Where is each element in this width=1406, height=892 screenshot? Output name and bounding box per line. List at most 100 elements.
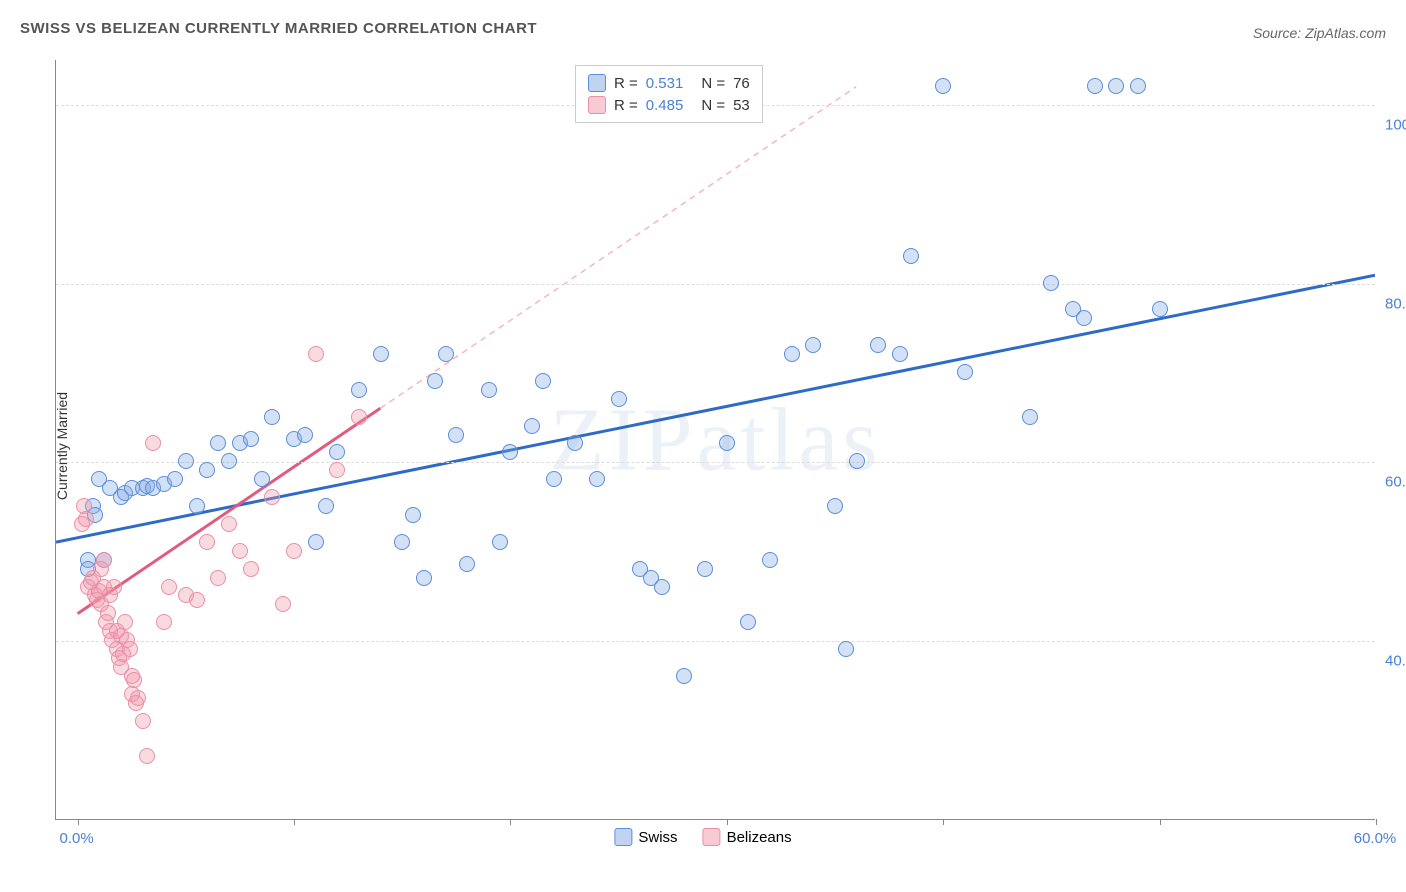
belizean-marker [351,409,367,425]
y-tick-label: 100.0% [1385,116,1406,133]
swiss-marker [903,248,919,264]
belizean-marker [106,579,122,595]
swiss-marker [199,462,215,478]
swiss-marker [676,668,692,684]
swiss-marker [1130,78,1146,94]
swiss-marker [838,641,854,657]
swiss-marker [308,534,324,550]
swiss-marker [1108,78,1124,94]
swiss-marker [481,382,497,398]
swiss-marker [1043,275,1059,291]
x-tick-label: 60.0% [1354,830,1397,847]
belizean-marker [130,690,146,706]
swiss-marker [178,453,194,469]
y-tick-label: 40.0% [1385,653,1406,670]
swiss-marker [448,427,464,443]
swiss-marker [567,435,583,451]
swiss-marker [546,471,562,487]
swiss-marker [524,418,540,434]
legend-label: Swiss [638,829,677,846]
swiss-marker [805,337,821,353]
x-tick [727,819,728,825]
belizean-marker [161,579,177,595]
swiss-marker [264,409,280,425]
swiss-marker [459,556,475,572]
swiss-marker [697,561,713,577]
trendline [380,87,856,408]
swiss-marker [438,346,454,362]
swiss-marker [492,534,508,550]
x-tick [294,819,295,825]
swiss-marker [654,579,670,595]
belizean-marker [117,614,133,630]
chart-container: SWISS VS BELIZEAN CURRENTLY MARRIED CORR… [0,0,1406,892]
plot-area: ZIPatlas 40.0%60.0%80.0%100.0% [55,60,1375,820]
series-legend: Swiss Belizeans [614,828,791,846]
belizean-marker [275,596,291,612]
belizean-marker [308,346,324,362]
belizean-marker [156,614,172,630]
x-tick [943,819,944,825]
belizean-marker [210,570,226,586]
swiss-marker [243,431,259,447]
trendline [56,275,1375,542]
belizean-marker [286,543,302,559]
swiss-marker [351,382,367,398]
swiss-marker [589,471,605,487]
swiss-marker [1022,409,1038,425]
swiss-marker [394,534,410,550]
trendline [78,408,381,613]
n-value: 76 [733,75,750,92]
x-tick [78,819,79,825]
n-label: N = [701,75,725,92]
belizean-marker [139,748,155,764]
swiss-marker [254,471,270,487]
y-tick-label: 60.0% [1385,474,1406,491]
swiss-marker [405,507,421,523]
swiss-marker [416,570,432,586]
swiss-marker [167,471,183,487]
gridline [56,641,1375,642]
swiss-marker [892,346,908,362]
belizean-marker [243,561,259,577]
belizean-marker [221,516,237,532]
belizean-marker [135,713,151,729]
chart-title: SWISS VS BELIZEAN CURRENTLY MARRIED CORR… [20,20,537,37]
swiss-marker [1152,301,1168,317]
r-label: R = [614,75,638,92]
swiss-marker [762,552,778,568]
swiss-swatch-icon [588,74,606,92]
belizean-marker [232,543,248,559]
r-label: R = [614,97,638,114]
belizean-marker [122,641,138,657]
x-tick-label: 0.0% [60,830,94,847]
r-value: 0.531 [646,75,684,92]
swiss-marker [611,391,627,407]
x-tick [1376,819,1377,825]
belizean-marker [329,462,345,478]
swiss-marker [784,346,800,362]
swiss-marker [870,337,886,353]
r-value: 0.485 [646,97,684,114]
belizean-swatch-icon [703,828,721,846]
legend-label: Belizeans [727,829,792,846]
belizean-swatch-icon [588,96,606,114]
belizean-marker [78,511,94,527]
swiss-marker [740,614,756,630]
belizean-marker [96,552,112,568]
swiss-marker [373,346,389,362]
x-tick [1160,819,1161,825]
legend-item-belizean: Belizeans [703,828,792,846]
swiss-marker [1076,310,1092,326]
n-value: 53 [733,97,750,114]
belizean-marker [100,605,116,621]
belizean-marker [199,534,215,550]
stats-row-belizean: R =0.485N =53 [588,94,750,116]
belizean-marker [264,489,280,505]
y-tick-label: 80.0% [1385,295,1406,312]
swiss-marker [210,435,226,451]
swiss-marker [719,435,735,451]
swiss-marker [189,498,205,514]
swiss-marker [849,453,865,469]
swiss-marker [427,373,443,389]
